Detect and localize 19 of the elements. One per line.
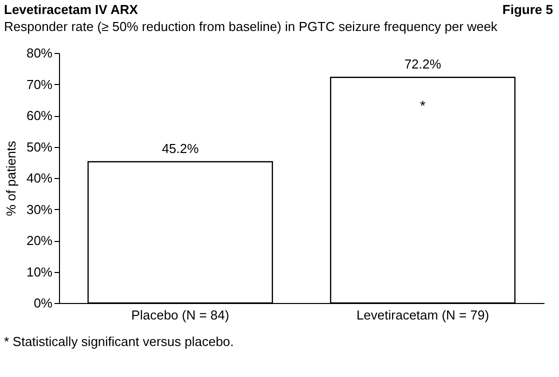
y-tick-label: 0%	[34, 296, 53, 310]
data-label: 45.2%	[162, 140, 200, 156]
y-tick-label: 40%	[26, 170, 53, 186]
chart-title: Levetiracetam IV ARX	[4, 2, 138, 17]
y-tick-label: 60%	[26, 108, 53, 123]
y-tick-label: 20%	[26, 233, 53, 248]
y-tick-label: 30%	[26, 202, 53, 217]
y-axis-title: % of patients	[3, 140, 18, 216]
x-tick-label: Levetiracetam (N = 79)	[356, 308, 490, 322]
y-tick-label: 70%	[26, 76, 53, 92]
y-tick-label: 80%	[26, 46, 53, 60]
annotation: *	[420, 97, 426, 114]
x-tick-label: Placebo (N = 84)	[131, 308, 230, 322]
caption: Figure 5	[502, 2, 553, 17]
data-label: 72.2%	[404, 56, 442, 72]
chart-subtitle: Responder rate (≥ 50% reduction from baseline) in PGTC seizure frequency per week	[3, 19, 498, 36]
y-tick-label: 50%	[26, 139, 53, 154]
y-tick-label: 10%	[26, 264, 53, 280]
text: * Statistically significant versus placebo.	[3, 333, 235, 351]
